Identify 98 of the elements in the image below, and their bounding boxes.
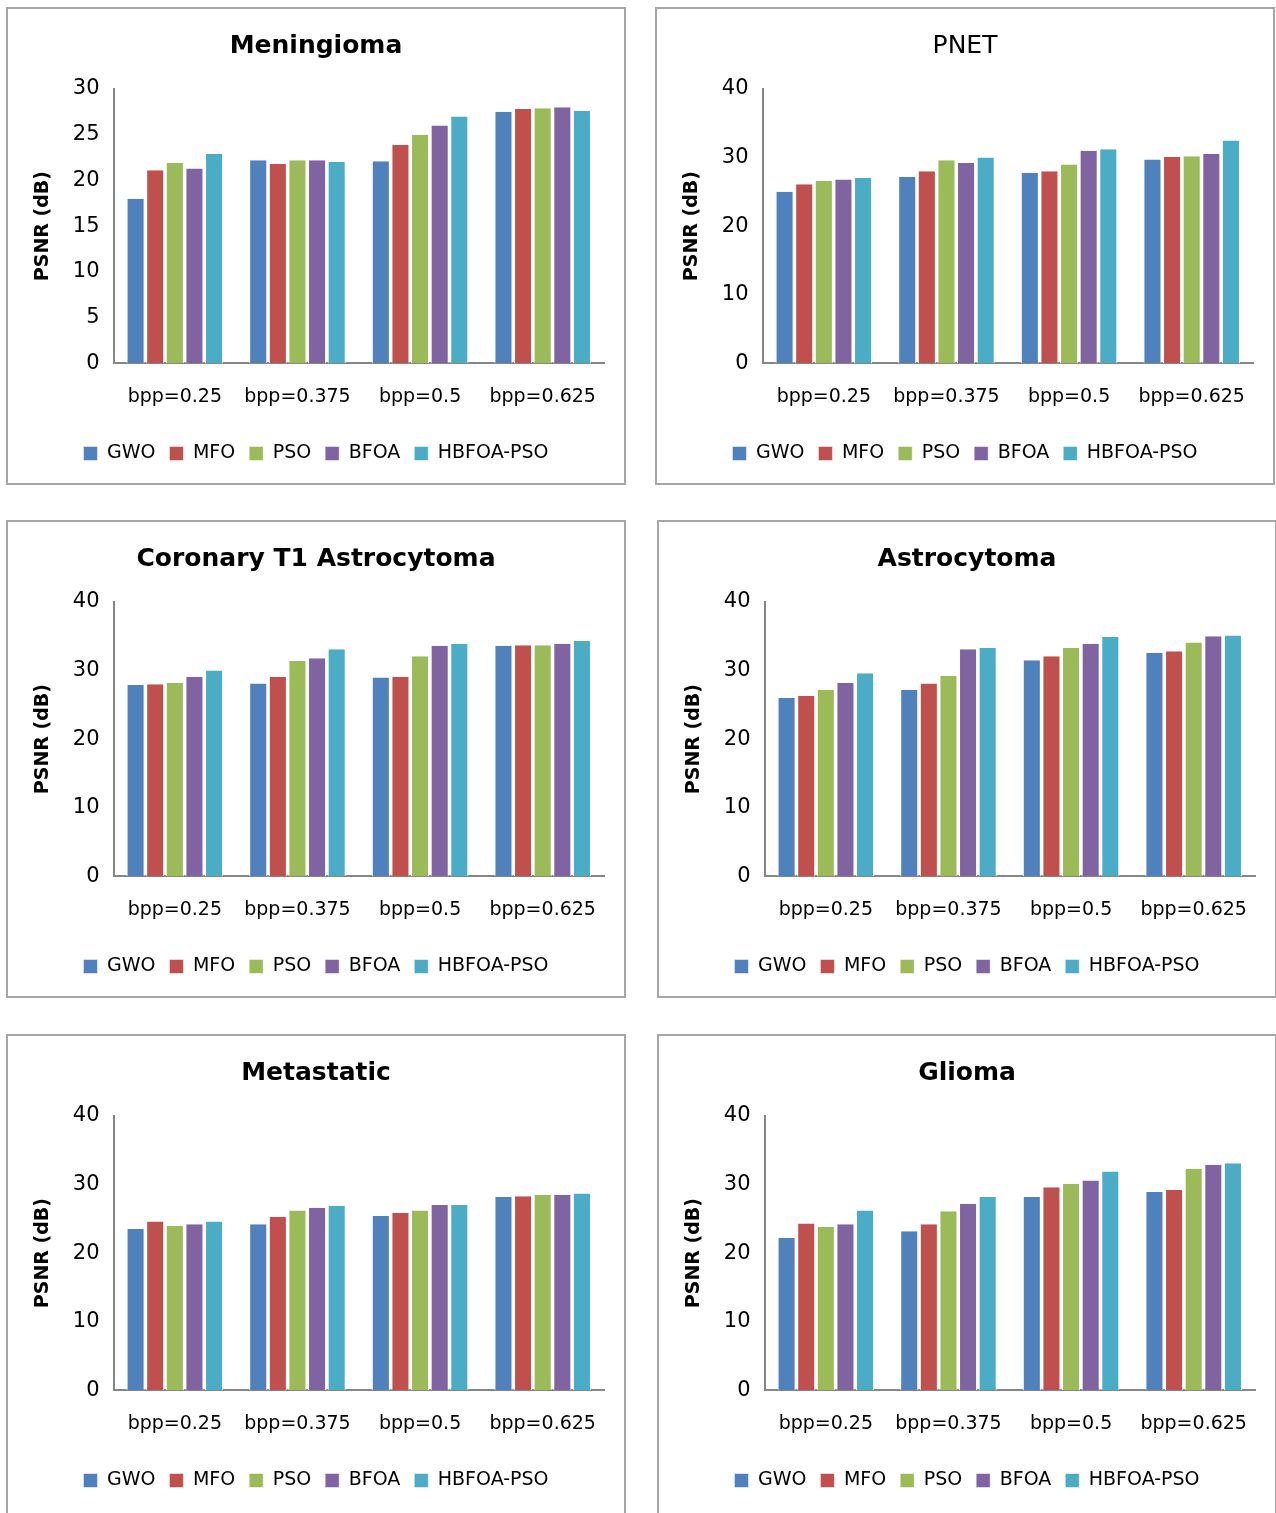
y-tick-label: 40 bbox=[721, 75, 749, 100]
y-tick-label: 0 bbox=[86, 1376, 100, 1401]
chart-title: Metastatic bbox=[241, 1056, 391, 1086]
legend-label: MFO bbox=[192, 440, 236, 463]
legend-label: HBFOA-PSO bbox=[1088, 1467, 1200, 1490]
legend-label: BFOA bbox=[348, 440, 401, 463]
legend-label: HBFOA-PSO bbox=[437, 1467, 549, 1490]
y-tick-label: 20 bbox=[72, 725, 100, 750]
y-tick-label: 20 bbox=[72, 166, 100, 191]
y-axis-title: PSNR (dB) bbox=[679, 170, 702, 282]
y-tick-label: 30 bbox=[723, 657, 751, 681]
x-tick-label: bpp=0.625 bbox=[489, 1410, 596, 1433]
y-tick-label: 5 bbox=[86, 303, 100, 328]
x-tick-label: bpp=0.25 bbox=[778, 1410, 874, 1433]
y-tick-label: 20 bbox=[721, 212, 749, 237]
x-tick-label: bpp=0.375 bbox=[895, 896, 1002, 919]
x-tick-label: bpp=0.625 bbox=[1140, 1410, 1247, 1433]
legend-label: PSO bbox=[921, 440, 961, 463]
y-tick-label: 0 bbox=[735, 349, 749, 374]
y-tick-label: 10 bbox=[723, 1308, 751, 1333]
y-tick-label: 40 bbox=[72, 588, 100, 613]
y-tick-label: 10 bbox=[72, 1308, 100, 1333]
chart-title: Astrocytoma bbox=[877, 542, 1057, 572]
x-tick-label: bpp=0.5 bbox=[378, 896, 462, 919]
y-tick-label: 15 bbox=[72, 212, 100, 237]
y-tick-label: 30 bbox=[721, 144, 749, 168]
x-tick-label: bpp=0.25 bbox=[778, 896, 874, 919]
legend-label: BFOA bbox=[348, 953, 401, 976]
legend-label: MFO bbox=[843, 953, 887, 976]
x-tick-label: bpp=0.375 bbox=[244, 896, 351, 919]
legend-label: BFOA bbox=[999, 953, 1052, 976]
y-axis-title: PSNR (dB) bbox=[681, 683, 704, 795]
y-tick-label: 30 bbox=[72, 75, 100, 100]
y-axis-title: PSNR (dB) bbox=[30, 683, 53, 795]
y-tick-label: 25 bbox=[72, 121, 100, 146]
x-tick-label: bpp=0.375 bbox=[244, 1410, 351, 1433]
y-tick-label: 20 bbox=[72, 1239, 100, 1264]
y-tick-label: 10 bbox=[723, 794, 751, 819]
chart-title: Meningioma bbox=[229, 29, 403, 59]
legend-label: MFO bbox=[192, 953, 236, 976]
x-tick-label: bpp=0.5 bbox=[1029, 896, 1113, 919]
x-tick-label: bpp=0.625 bbox=[489, 896, 596, 919]
y-tick-label: 10 bbox=[72, 258, 100, 283]
legend-label: GWO bbox=[757, 953, 807, 976]
x-tick-label: bpp=0.25 bbox=[776, 383, 872, 406]
legend-label: BFOA bbox=[999, 1467, 1052, 1490]
legend-label: GWO bbox=[757, 1467, 807, 1490]
x-tick-label: bpp=0.5 bbox=[1027, 383, 1111, 406]
y-tick-label: 0 bbox=[86, 349, 100, 374]
x-tick-label: bpp=0.625 bbox=[489, 383, 596, 406]
y-tick-label: 10 bbox=[72, 794, 100, 819]
legend-label: MFO bbox=[841, 440, 885, 463]
y-tick-label: 20 bbox=[723, 725, 751, 750]
legend-label: HBFOA-PSO bbox=[1086, 440, 1198, 463]
y-tick-label: 30 bbox=[723, 1171, 751, 1195]
legend-label: BFOA bbox=[997, 440, 1050, 463]
legend-label: PSO bbox=[272, 440, 312, 463]
y-axis-title: PSNR (dB) bbox=[30, 1197, 53, 1309]
x-tick-label: bpp=0.375 bbox=[244, 383, 351, 406]
y-tick-label: 40 bbox=[72, 1102, 100, 1127]
y-tick-label: 0 bbox=[737, 1376, 751, 1401]
legend-label: GWO bbox=[106, 953, 156, 976]
legend-label: HBFOA-PSO bbox=[1088, 953, 1200, 976]
chart-title: Coronary T1 Astrocytoma bbox=[136, 542, 496, 572]
y-axis-title: PSNR (dB) bbox=[30, 170, 53, 282]
y-tick-label: 10 bbox=[721, 281, 749, 306]
legend-label: GWO bbox=[755, 440, 805, 463]
legend-label: GWO bbox=[106, 1467, 156, 1490]
legend-label: PSO bbox=[923, 953, 963, 976]
legend-label: PSO bbox=[272, 953, 312, 976]
y-tick-label: 0 bbox=[86, 862, 100, 887]
y-tick-label: 40 bbox=[723, 1102, 751, 1127]
x-tick-label: bpp=0.5 bbox=[378, 383, 462, 406]
y-tick-label: 30 bbox=[72, 657, 100, 681]
legend-label: HBFOA-PSO bbox=[437, 440, 549, 463]
y-tick-label: 0 bbox=[737, 862, 751, 887]
legend-label: MFO bbox=[843, 1467, 887, 1490]
x-tick-label: bpp=0.625 bbox=[1140, 896, 1247, 919]
x-tick-label: bpp=0.25 bbox=[127, 383, 223, 406]
legend-label: GWO bbox=[106, 440, 156, 463]
x-tick-label: bpp=0.375 bbox=[893, 383, 1000, 406]
y-tick-label: 20 bbox=[723, 1239, 751, 1264]
chart-title: PNET bbox=[932, 29, 999, 59]
x-tick-label: bpp=0.25 bbox=[127, 1410, 223, 1433]
y-tick-label: 30 bbox=[72, 1171, 100, 1195]
legend-label: MFO bbox=[192, 1467, 236, 1490]
x-tick-label: bpp=0.5 bbox=[378, 1410, 462, 1433]
x-tick-label: bpp=0.375 bbox=[895, 1410, 1002, 1433]
legend-label: PSO bbox=[923, 1467, 963, 1490]
legend-label: BFOA bbox=[348, 1467, 401, 1490]
y-tick-label: 40 bbox=[723, 588, 751, 613]
legend-label: HBFOA-PSO bbox=[437, 953, 549, 976]
y-axis-title: PSNR (dB) bbox=[681, 1197, 704, 1309]
x-tick-label: bpp=0.5 bbox=[1029, 1410, 1113, 1433]
x-tick-label: bpp=0.25 bbox=[127, 896, 223, 919]
legend-label: PSO bbox=[272, 1467, 312, 1490]
x-tick-label: bpp=0.625 bbox=[1138, 383, 1245, 406]
chart-title: Glioma bbox=[918, 1056, 1016, 1086]
